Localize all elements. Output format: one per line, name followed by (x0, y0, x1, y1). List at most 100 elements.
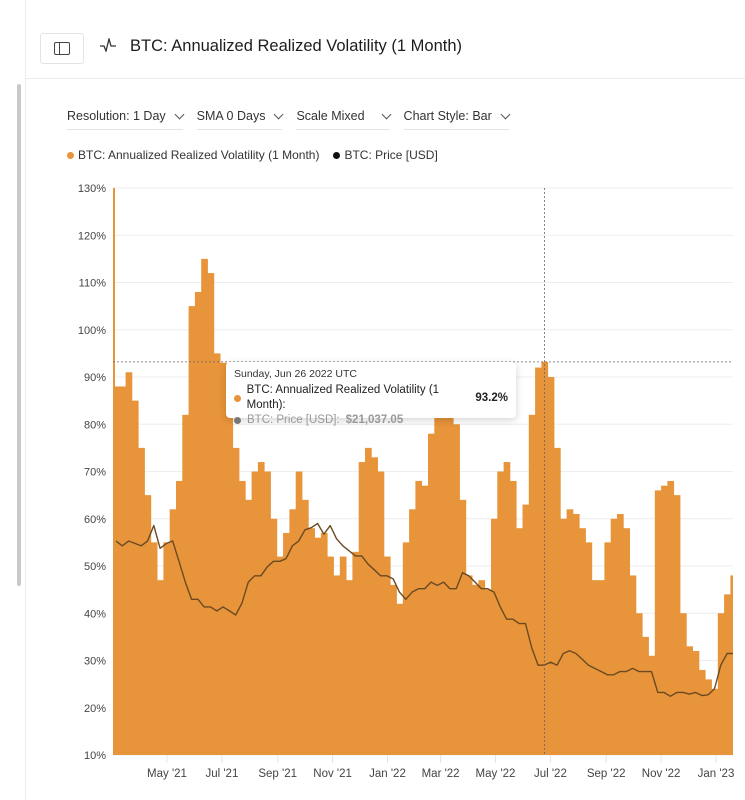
y-tick-label: 60% (84, 514, 106, 526)
volatility-bar (497, 471, 504, 755)
x-tick-label: Nov '21 (313, 768, 352, 780)
volatility-bar (724, 594, 731, 755)
y-tick-label: 30% (84, 656, 106, 668)
volatility-bar (232, 447, 240, 755)
volatility-bar (176, 480, 183, 755)
volatility-bar (705, 679, 712, 755)
legend-item-volatility[interactable]: BTC: Annualized Realized Volatility (1 M… (67, 148, 319, 162)
volatility-bar (251, 471, 259, 755)
volatility-bar (157, 580, 164, 755)
y-tick-label: 70% (84, 467, 106, 479)
volatility-bar (484, 589, 492, 755)
volatility-bar (617, 514, 624, 755)
volatility-bar (314, 537, 322, 755)
legend-label: BTC: Price [USD] (344, 148, 438, 162)
volatility-bar (478, 580, 486, 755)
volatility-bar (604, 542, 612, 755)
volatility-bar (358, 462, 366, 755)
volatility-bar (686, 646, 693, 755)
volatility-bar (541, 361, 549, 755)
volatility-bar (629, 575, 637, 755)
volatility-bar (289, 509, 297, 755)
chart-controls: Resolution: 1 Day SMA 0 Days Scale Mixed… (67, 109, 523, 130)
y-tick-label: 50% (84, 561, 106, 573)
volatility-bar (113, 188, 115, 755)
volatility-bar (560, 518, 567, 755)
volatility-bar (730, 575, 733, 755)
volatility-bar (503, 462, 511, 755)
tooltip-vol-label: BTC: Annualized Realized Volatility (1 M… (246, 384, 440, 411)
volatility-bar (409, 509, 416, 755)
tooltip-date: Sunday, Jun 26 2022 UTC (234, 368, 357, 380)
volatility-bar (434, 410, 441, 755)
page-title: BTC: Annualized Realized Volatility (1 M… (130, 37, 462, 55)
volatility-bar (302, 499, 309, 755)
legend-dot-icon (67, 151, 74, 159)
volatility-bar (642, 636, 649, 755)
volatility-bar (421, 485, 429, 755)
chart-header: BTC: Annualized Realized Volatility (1 M… (26, 0, 745, 79)
volatility-bar (610, 518, 618, 755)
volatility-bar (572, 514, 580, 755)
volatility-bar (194, 291, 202, 755)
legend-item-price[interactable]: BTC: Price [USD] (333, 148, 438, 162)
x-tick-label: Jul '21 (205, 768, 238, 780)
x-tick-label: Mar '22 (422, 768, 460, 780)
volatility-bar (667, 480, 675, 755)
scrollbar[interactable] (17, 84, 21, 586)
sma-label: SMA 0 Days (196, 109, 266, 123)
sidebar-toggle-button[interactable] (40, 33, 84, 64)
volatility-bar (188, 306, 196, 755)
volatility-bar (115, 386, 120, 755)
tooltip-vol-value: 93.2% (475, 391, 508, 404)
pulse-icon (100, 38, 116, 52)
volatility-bar (535, 367, 542, 755)
volatility-bar (491, 518, 498, 755)
sma-dropdown[interactable]: SMA 0 Days (196, 109, 284, 130)
volatility-bar (333, 575, 341, 755)
volatility-bar (320, 532, 328, 755)
y-tick-label: 110% (79, 278, 107, 290)
volatility-bar (339, 556, 347, 755)
volatility-bar (528, 414, 536, 755)
volatility-bar (371, 457, 378, 755)
volatility-bar (239, 480, 246, 755)
volatility-bar (428, 433, 435, 755)
volatility-bar (226, 386, 234, 755)
volatility-bar (591, 580, 599, 755)
scale-dropdown[interactable]: Scale Mixed (296, 109, 391, 130)
y-tick-label: 40% (84, 608, 106, 620)
volatility-bar (131, 400, 139, 755)
y-tick-label: 120% (78, 230, 106, 242)
volatility-bar (598, 580, 605, 755)
chart-style-label: Chart Style: Bar (403, 109, 492, 123)
volatility-bar (270, 518, 278, 755)
volatility-bar (207, 273, 215, 755)
volatility-bar (440, 400, 448, 755)
volatility-bar (516, 528, 523, 755)
volatility-bar (717, 613, 725, 755)
chart-tooltip: Sunday, Jun 26 2022 UTC BTC: Annualized … (226, 362, 516, 426)
volatility-bar (283, 532, 290, 755)
volatility-bar (396, 603, 404, 755)
volatility-bar (692, 651, 700, 755)
volatility-bar (453, 424, 460, 755)
chart-legend: BTC: Annualized Realized Volatility (1 M… (67, 148, 438, 162)
y-tick-label: 130% (78, 183, 106, 195)
legend-label: BTC: Annualized Realized Volatility (1 M… (78, 148, 320, 162)
legend-dot-icon (333, 151, 341, 159)
resolution-dropdown[interactable]: Resolution: 1 Day (67, 109, 185, 130)
y-tick-label: 20% (84, 703, 106, 715)
x-tick-label: May '21 (147, 768, 187, 780)
volatility-bar (213, 353, 221, 755)
volatility-bar (163, 542, 171, 755)
volatility-bar (308, 528, 315, 755)
chart-style-dropdown[interactable]: Chart Style: Bar (403, 109, 511, 130)
volatility-bar (711, 688, 719, 755)
volatility-bar (547, 377, 555, 755)
volatility-bar (365, 447, 372, 755)
volatility-bar (415, 480, 423, 755)
volatility-bar (264, 471, 271, 755)
price-dot-icon (234, 417, 241, 424)
